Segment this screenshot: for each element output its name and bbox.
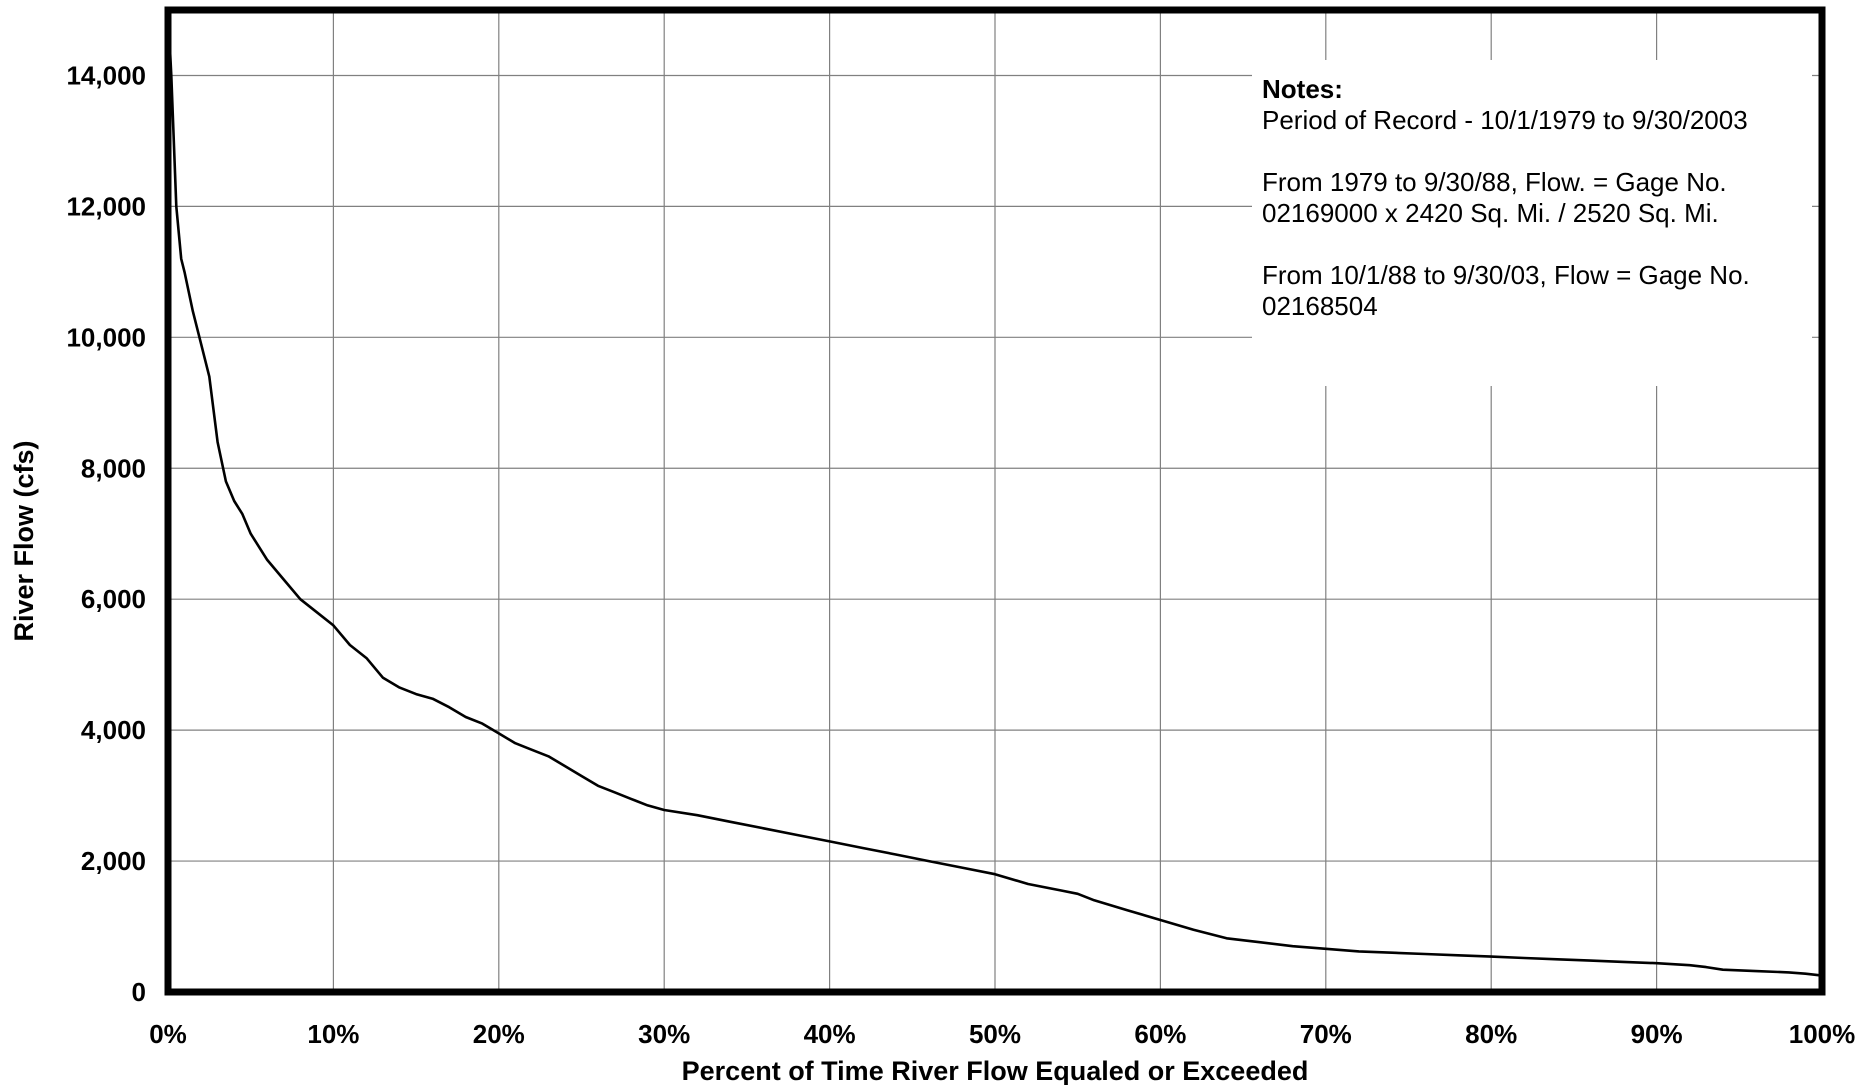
x-tick-label: 60%: [1134, 1019, 1186, 1049]
y-tick-label: 12,000: [66, 191, 146, 221]
y-tick-label: 2,000: [81, 846, 146, 876]
x-tick-label: 100%: [1789, 1019, 1856, 1049]
notes-line: 02168504: [1262, 291, 1378, 321]
x-tick-label: 20%: [473, 1019, 525, 1049]
y-tick-label: 6,000: [81, 584, 146, 614]
y-tick-label: 0: [132, 977, 146, 1007]
notes-line: 02169000 x 2420 Sq. Mi. / 2520 Sq. Mi.: [1262, 198, 1719, 228]
x-tick-label: 50%: [969, 1019, 1021, 1049]
x-tick-label: 0%: [149, 1019, 187, 1049]
y-tick-label: 10,000: [66, 322, 146, 352]
x-tick-label: 90%: [1631, 1019, 1683, 1049]
plot-frame: [164, 6, 1826, 996]
x-tick-label: 10%: [307, 1019, 359, 1049]
y-axis-title: River Flow (cfs): [9, 440, 39, 641]
notes-line: From 10/1/88 to 9/30/03, Flow = Gage No.: [1262, 260, 1750, 290]
flow-duration-curve: [166, 9, 1823, 977]
x-tick-label: 30%: [638, 1019, 690, 1049]
y-axis-ticks: 0 2,000 4,000 6,000 8,000 10,000 12,000 14,000: [66, 60, 146, 1007]
x-tick-label: 40%: [804, 1019, 856, 1049]
notes-line: From 1979 to 9/30/88, Flow. = Gage No.: [1262, 167, 1727, 197]
y-tick-label: 14,000: [66, 60, 146, 90]
y-tick-label: 4,000: [81, 715, 146, 745]
x-axis-title: Percent of Time River Flow Equaled or Ex…: [682, 1056, 1309, 1085]
x-axis-ticks: 0% 10% 20% 30% 40% 50% 60% 70% 80% 90% 100%: [149, 1019, 1855, 1049]
y-tick-label: 8,000: [81, 453, 146, 483]
notes-title: Notes:: [1262, 74, 1343, 104]
x-tick-label: 70%: [1300, 1019, 1352, 1049]
notes-box: Notes: Period of Record - 10/1/1979 to 9/…: [1262, 74, 1750, 321]
x-tick-label: 80%: [1465, 1019, 1517, 1049]
notes-line: Period of Record - 10/1/1979 to 9/30/200…: [1262, 105, 1748, 135]
notes-background: [1252, 60, 1812, 386]
